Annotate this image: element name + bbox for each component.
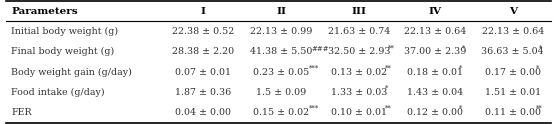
Text: *: * (535, 65, 539, 73)
Text: 1.51 ± 0.01: 1.51 ± 0.01 (485, 88, 541, 97)
Text: 0.07 ± 0.01: 0.07 ± 0.01 (175, 68, 232, 77)
Text: 0.23 ± 0.05: 0.23 ± 0.05 (253, 68, 309, 77)
Text: **: ** (385, 104, 392, 112)
Text: ***: *** (309, 104, 319, 112)
Text: IV: IV (428, 7, 441, 16)
Text: 21.63 ± 0.74: 21.63 ± 0.74 (328, 27, 390, 36)
Text: 0.18 ± 0.01: 0.18 ± 0.01 (407, 68, 463, 77)
Text: V: V (509, 7, 517, 16)
Text: 1.43 ± 0.04: 1.43 ± 0.04 (407, 88, 463, 97)
Text: **: ** (388, 45, 395, 53)
Text: 0.10 ± 0.01: 0.10 ± 0.01 (331, 108, 387, 117)
Text: 37.00 ± 2.39: 37.00 ± 2.39 (404, 47, 466, 56)
Text: Initial body weight (g): Initial body weight (g) (11, 27, 118, 36)
Text: 0.13 ± 0.02: 0.13 ± 0.02 (331, 68, 387, 77)
Text: 22.13 ± 0.99: 22.13 ± 0.99 (250, 27, 312, 36)
Text: 1.87 ± 0.36: 1.87 ± 0.36 (175, 88, 232, 97)
Text: 1.33 ± 0.03: 1.33 ± 0.03 (331, 88, 387, 97)
Text: 41.38 ± 5.50: 41.38 ± 5.50 (250, 47, 312, 56)
Text: ###: ### (312, 45, 329, 53)
Text: 28.38 ± 2.20: 28.38 ± 2.20 (172, 47, 234, 56)
Text: 0.17 ± 0.00: 0.17 ± 0.00 (485, 68, 541, 77)
Text: 1.5 ± 0.09: 1.5 ± 0.09 (256, 88, 306, 97)
Text: **: ** (385, 65, 392, 73)
Text: 32.50 ± 2.93: 32.50 ± 2.93 (328, 47, 390, 56)
Text: *: * (459, 65, 462, 73)
Text: 0.04 ± 0.00: 0.04 ± 0.00 (175, 108, 232, 117)
Text: ***: *** (309, 65, 319, 73)
Text: FER: FER (11, 108, 32, 117)
Text: 0.11 ± 0.00: 0.11 ± 0.00 (485, 108, 541, 117)
Text: 22.38 ± 0.52: 22.38 ± 0.52 (172, 27, 234, 36)
Text: *: * (459, 104, 462, 112)
Text: Parameters: Parameters (11, 7, 77, 16)
Text: 36.63 ± 5.04: 36.63 ± 5.04 (481, 47, 544, 56)
Text: *: * (462, 45, 466, 53)
Text: 22.13 ± 0.64: 22.13 ± 0.64 (482, 27, 544, 36)
Text: II: II (276, 7, 286, 16)
Text: Food intake (g/day): Food intake (g/day) (11, 88, 105, 97)
Text: III: III (351, 7, 367, 16)
Text: *: * (539, 45, 542, 53)
Text: Final body weight (g): Final body weight (g) (11, 47, 114, 56)
Text: I: I (201, 7, 206, 16)
Text: 0.12 ± 0.00: 0.12 ± 0.00 (407, 108, 463, 117)
Text: Body weight gain (g/day): Body weight gain (g/day) (11, 68, 132, 77)
Text: 0.15 ± 0.02: 0.15 ± 0.02 (253, 108, 309, 117)
Text: *: * (385, 84, 388, 93)
Text: **: ** (535, 104, 542, 112)
Text: 22.13 ± 0.64: 22.13 ± 0.64 (404, 27, 466, 36)
